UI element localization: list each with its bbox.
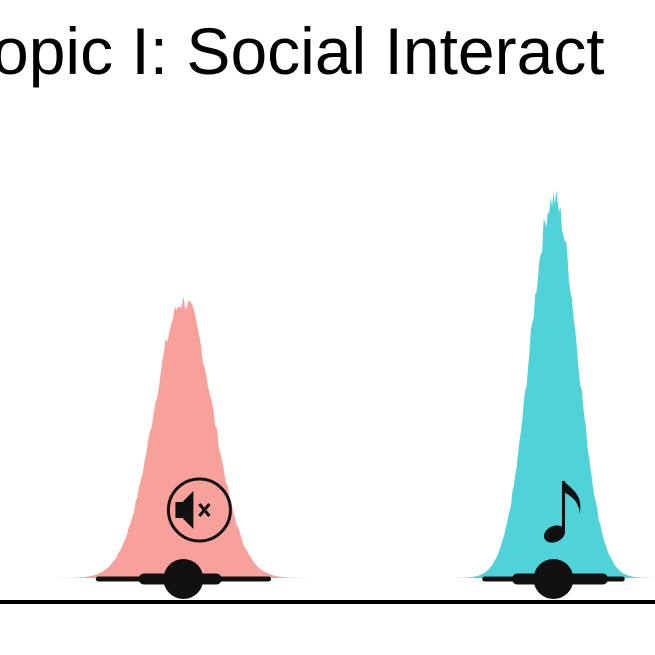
chart-title: opic I: Social Interact	[0, 14, 605, 88]
plot-area	[59, 190, 653, 599]
music-note-icon	[543, 481, 581, 543]
density-area-1	[59, 296, 308, 578]
point-estimate-2	[533, 559, 574, 599]
density-area-2	[454, 190, 653, 578]
point-estimate-1	[163, 559, 204, 599]
muted-speaker-icon	[166, 477, 232, 543]
